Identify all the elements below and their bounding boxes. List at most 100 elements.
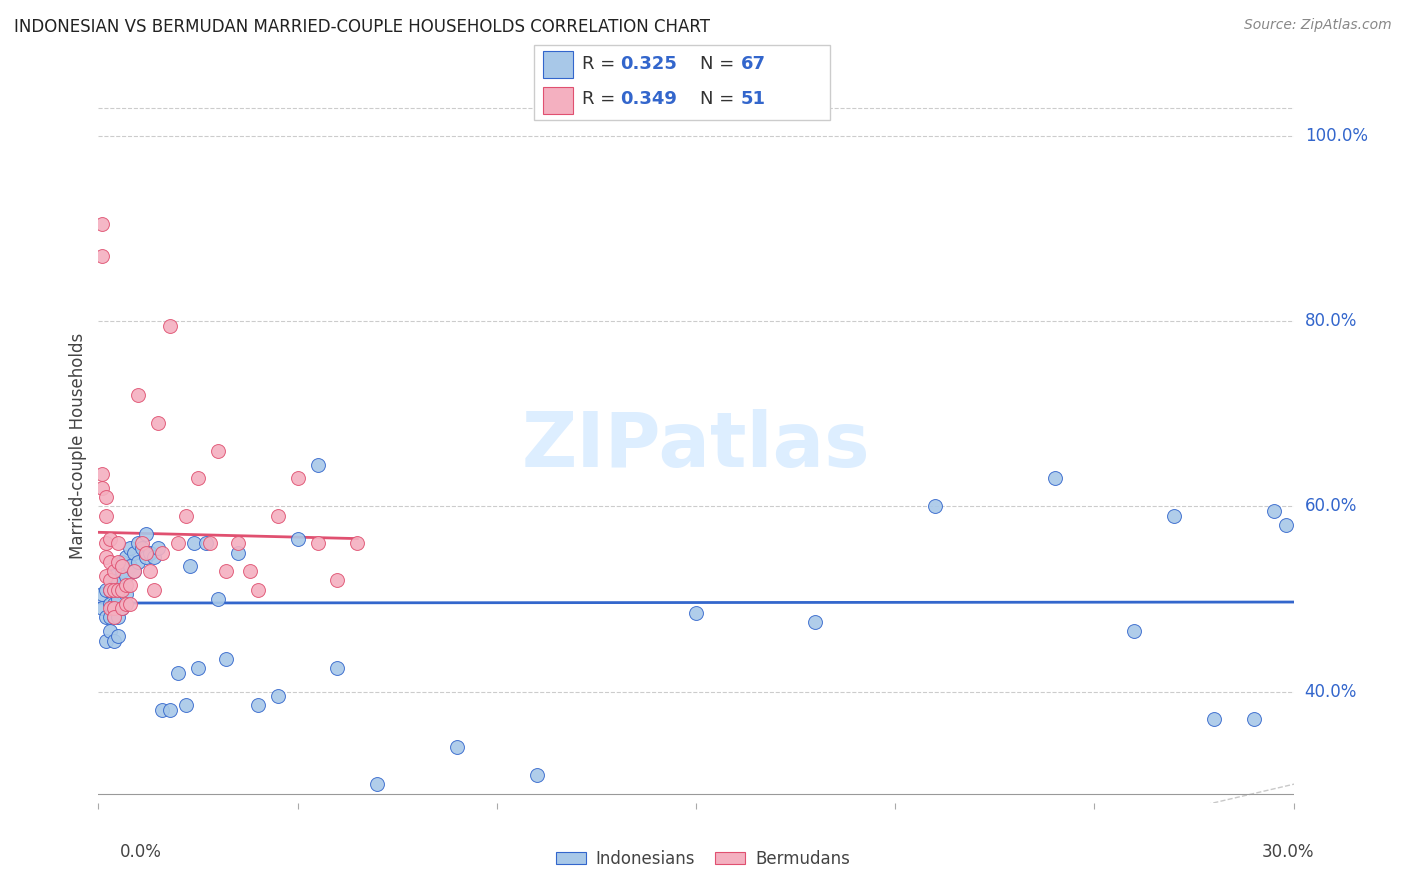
Point bbox=[103, 582, 125, 597]
Point bbox=[226, 536, 249, 550]
Text: N =: N = bbox=[700, 54, 740, 72]
Point bbox=[207, 591, 229, 606]
Text: 80.0%: 80.0% bbox=[1305, 312, 1357, 330]
Point bbox=[107, 555, 129, 569]
Point bbox=[167, 536, 190, 550]
Point bbox=[150, 545, 173, 559]
Point bbox=[115, 550, 138, 565]
Point bbox=[115, 578, 138, 592]
Point bbox=[91, 601, 114, 615]
Point bbox=[98, 624, 122, 639]
Point bbox=[346, 536, 368, 550]
Point bbox=[91, 467, 114, 481]
Point bbox=[124, 545, 146, 559]
Point bbox=[226, 545, 249, 559]
Point bbox=[107, 629, 129, 643]
Point bbox=[107, 591, 129, 606]
Point bbox=[246, 582, 269, 597]
Point bbox=[1243, 712, 1265, 726]
Text: R =: R = bbox=[582, 90, 620, 108]
Point bbox=[127, 388, 149, 402]
Point bbox=[103, 564, 125, 578]
Point bbox=[98, 582, 122, 597]
Point bbox=[107, 610, 129, 624]
Point bbox=[159, 703, 181, 717]
Point bbox=[167, 666, 190, 681]
Text: 0.325: 0.325 bbox=[620, 54, 676, 72]
Y-axis label: Married-couple Households: Married-couple Households bbox=[69, 333, 87, 559]
Point bbox=[804, 615, 827, 629]
Point bbox=[198, 536, 221, 550]
Point bbox=[307, 458, 329, 472]
Point bbox=[446, 740, 468, 755]
Point bbox=[111, 601, 134, 615]
Point bbox=[103, 597, 125, 611]
Point bbox=[239, 564, 262, 578]
Point bbox=[120, 597, 142, 611]
Point bbox=[111, 564, 134, 578]
Point bbox=[120, 578, 142, 592]
Text: 51: 51 bbox=[741, 90, 766, 108]
Point bbox=[159, 318, 181, 333]
Point bbox=[115, 597, 138, 611]
Point bbox=[107, 536, 129, 550]
Point bbox=[111, 582, 134, 597]
Point bbox=[287, 532, 309, 546]
FancyBboxPatch shape bbox=[543, 51, 572, 78]
Point bbox=[135, 550, 157, 565]
Point bbox=[267, 690, 290, 704]
Point bbox=[139, 545, 162, 559]
Text: 67: 67 bbox=[741, 54, 766, 72]
Point bbox=[98, 555, 122, 569]
Text: 100.0%: 100.0% bbox=[1305, 127, 1368, 145]
Legend: Indonesians, Bermudans: Indonesians, Bermudans bbox=[550, 844, 856, 875]
Point bbox=[115, 587, 138, 601]
Point bbox=[98, 582, 122, 597]
Point bbox=[98, 610, 122, 624]
Point bbox=[96, 582, 118, 597]
Point bbox=[207, 443, 229, 458]
Point bbox=[96, 633, 118, 648]
Point bbox=[1202, 712, 1225, 726]
Text: 30.0%: 30.0% bbox=[1263, 843, 1315, 861]
Point bbox=[1163, 508, 1185, 523]
Point bbox=[98, 601, 122, 615]
Point bbox=[307, 536, 329, 550]
Point bbox=[326, 574, 349, 588]
Point bbox=[1123, 624, 1146, 639]
Point bbox=[115, 568, 138, 582]
Point bbox=[924, 500, 946, 514]
Point bbox=[91, 249, 114, 263]
Point bbox=[187, 471, 209, 485]
Point bbox=[1274, 517, 1296, 532]
Point bbox=[174, 698, 197, 713]
Point bbox=[107, 582, 129, 597]
Point bbox=[1263, 504, 1285, 518]
Point bbox=[326, 661, 349, 675]
Text: INDONESIAN VS BERMUDAN MARRIED-COUPLE HOUSEHOLDS CORRELATION CHART: INDONESIAN VS BERMUDAN MARRIED-COUPLE HO… bbox=[14, 18, 710, 36]
Point bbox=[103, 582, 125, 597]
Text: 0.0%: 0.0% bbox=[120, 843, 162, 861]
Point bbox=[96, 550, 118, 565]
Point bbox=[127, 536, 149, 550]
Point bbox=[96, 536, 118, 550]
Point bbox=[131, 541, 153, 555]
Text: ZIPatlas: ZIPatlas bbox=[522, 409, 870, 483]
Point bbox=[148, 416, 170, 430]
Point bbox=[103, 601, 125, 615]
Text: 60.0%: 60.0% bbox=[1305, 497, 1357, 516]
Point bbox=[187, 661, 209, 675]
Point bbox=[96, 568, 118, 582]
Point bbox=[124, 564, 146, 578]
Point bbox=[107, 582, 129, 597]
Point bbox=[131, 536, 153, 550]
Point bbox=[287, 471, 309, 485]
Point bbox=[111, 555, 134, 569]
Point bbox=[366, 777, 388, 791]
Point bbox=[135, 545, 157, 559]
Point bbox=[215, 564, 238, 578]
FancyBboxPatch shape bbox=[534, 45, 830, 120]
Point bbox=[91, 217, 114, 231]
Point bbox=[107, 574, 129, 588]
Point bbox=[174, 508, 197, 523]
